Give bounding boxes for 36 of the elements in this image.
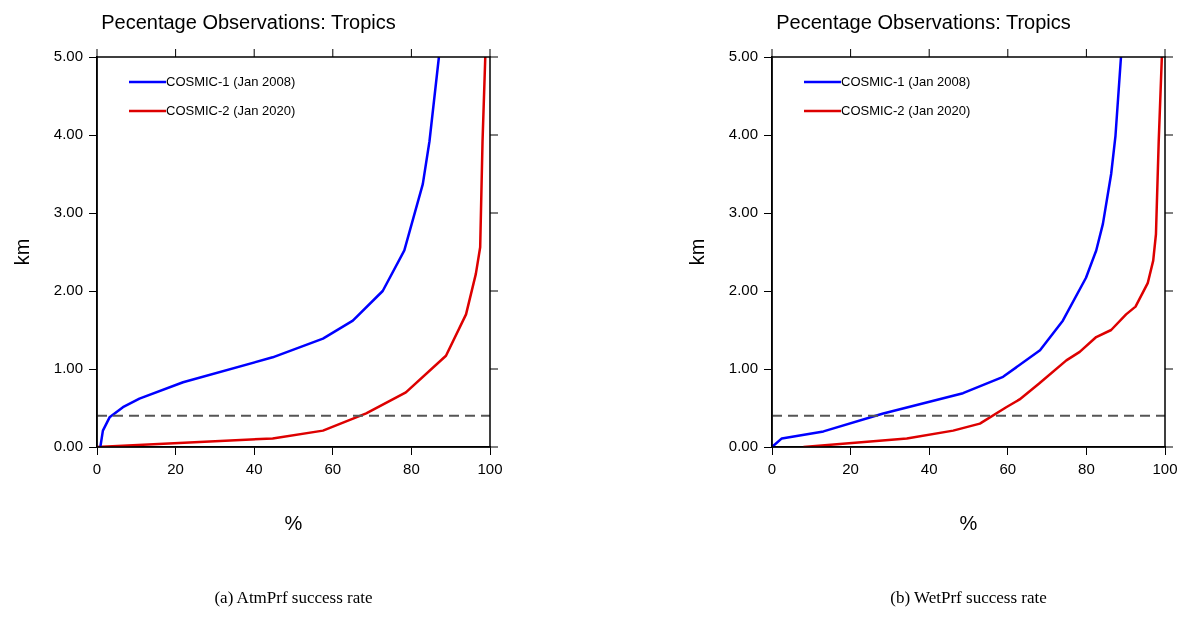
legend-label: COSMIC-2 (Jan 2020) bbox=[841, 102, 971, 118]
x-tick-label: 100 bbox=[1152, 460, 1178, 478]
legend-label: COSMIC-1 (Jan 2008) bbox=[166, 73, 296, 89]
y-tick-label: 3.00 bbox=[53, 203, 83, 221]
y-axis-title: km bbox=[685, 238, 708, 266]
x-tick-label: 100 bbox=[477, 460, 503, 478]
x-tick-label: 20 bbox=[167, 460, 184, 478]
legend-label: COSMIC-2 (Jan 2020) bbox=[166, 102, 296, 118]
y-tick-label: 2.00 bbox=[728, 281, 758, 299]
y-tick-label: 1.00 bbox=[728, 359, 758, 377]
chart-title: Pecentage Observations: Tropics bbox=[101, 10, 396, 33]
y-tick-label: 3.00 bbox=[728, 203, 758, 221]
x-tick-label: 60 bbox=[324, 460, 342, 478]
x-tick-label: 40 bbox=[245, 460, 263, 478]
chart-title: Pecentage Observations: Tropics bbox=[776, 10, 1071, 33]
x-tick-label: 80 bbox=[1078, 460, 1095, 478]
x-tick-label: 20 bbox=[842, 460, 859, 478]
y-tick-label: 0.00 bbox=[53, 437, 83, 455]
x-tick-label: 0 bbox=[92, 460, 102, 478]
y-tick-label: 4.00 bbox=[53, 125, 83, 143]
legend-label: COSMIC-1 (Jan 2008) bbox=[841, 73, 971, 89]
text: (a) AtmPrf success rate bbox=[213, 588, 374, 608]
x-tick-label: 40 bbox=[920, 460, 938, 478]
y-tick-label: 0.00 bbox=[728, 437, 758, 455]
x-tick-label: 60 bbox=[999, 460, 1017, 478]
y-axis-title: km bbox=[10, 238, 33, 266]
y-tick-label: 5.00 bbox=[53, 47, 83, 65]
y-tick-label: 4.00 bbox=[728, 125, 758, 143]
x-tick-label: 80 bbox=[403, 460, 420, 478]
x-axis-title: % bbox=[284, 511, 303, 534]
text: (b) WetPrf success rate bbox=[889, 588, 1048, 608]
x-tick-label: 0 bbox=[767, 460, 777, 478]
y-tick-label: 5.00 bbox=[728, 47, 758, 65]
x-axis-title: % bbox=[959, 511, 978, 534]
y-tick-label: 2.00 bbox=[53, 281, 83, 299]
y-tick-label: 1.00 bbox=[53, 359, 83, 377]
